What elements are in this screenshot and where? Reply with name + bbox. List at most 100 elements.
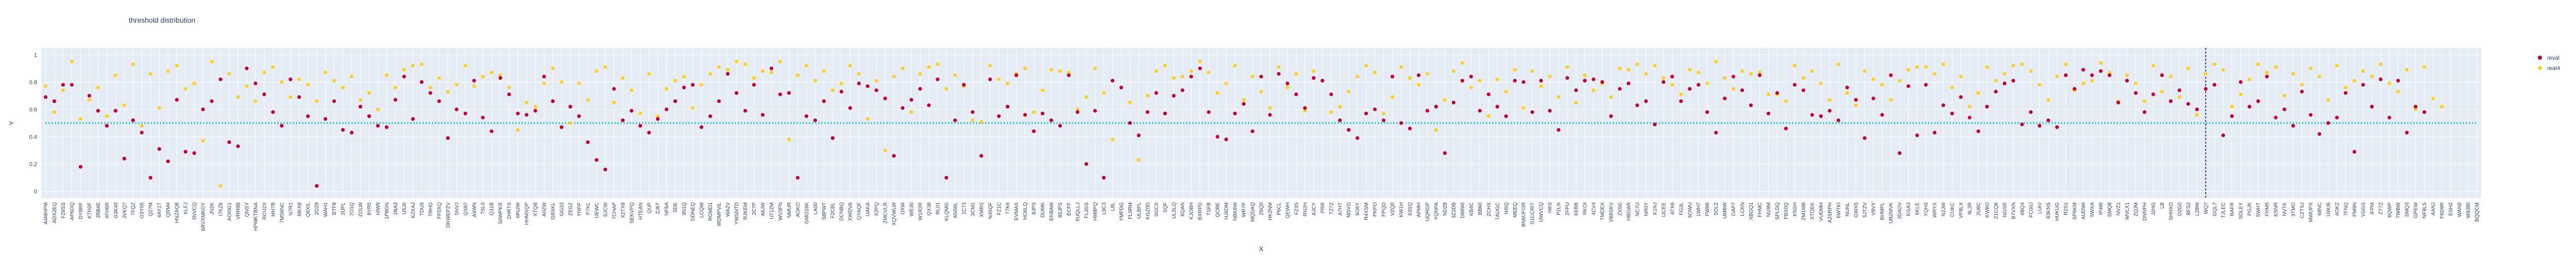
data-point-reat4 xyxy=(1259,90,1263,94)
y-tick-label: 1 xyxy=(34,52,37,58)
x-tick-label: NU9M xyxy=(1766,202,1772,217)
data-point-reat4 xyxy=(1723,76,1727,80)
data-point-reval xyxy=(1460,79,1465,83)
x-tick-label: HPMKTBNA xyxy=(253,202,259,231)
data-point-reat4 xyxy=(358,98,363,102)
x-tick-label: SDLEY xyxy=(2239,202,2244,219)
data-point-reval xyxy=(874,88,878,92)
data-point-reval xyxy=(78,165,82,169)
x-tick-label: JN2K xyxy=(210,202,215,215)
data-point-reat4 xyxy=(1504,90,1508,94)
data-point-reat4 xyxy=(507,85,511,90)
x-tick-label: OAP7 xyxy=(1731,202,1737,216)
data-point-reat4 xyxy=(1784,99,1788,103)
x-tick-label: U5J0 xyxy=(402,202,408,215)
data-point-reat4 xyxy=(2038,83,2042,87)
data-point-reat4 xyxy=(927,65,931,69)
data-point-reval xyxy=(341,128,345,132)
data-point-reat4 xyxy=(1006,81,1010,85)
data-point-reval xyxy=(2352,150,2357,154)
x-tick-label: GQL7 xyxy=(2212,202,2218,216)
x-tick-label: ZMCVLR xyxy=(883,202,889,223)
data-point-reat4 xyxy=(1154,69,1158,73)
x-tick-label: ZM1MB xyxy=(1801,202,1807,220)
x-tick-label: ZT7Z xyxy=(2378,202,2384,215)
data-point-reat4 xyxy=(1924,65,1928,69)
x-tick-label: BB60 xyxy=(1478,202,1483,215)
data-point-reval xyxy=(577,114,581,118)
y-tick-label: 0.4 xyxy=(29,134,37,141)
data-point-reval xyxy=(175,98,179,102)
data-point-reval xyxy=(630,109,634,113)
x-tick-label: LA00 xyxy=(813,202,819,215)
x-tick-label: MEEQ xyxy=(1513,202,1518,218)
x-tick-label: UEWC xyxy=(594,202,600,218)
data-point-reat4 xyxy=(2204,72,2208,76)
data-point-reval xyxy=(1609,114,1613,118)
x-tick-label: NGSR xyxy=(2002,202,2008,217)
x-tick-label: 6QAN xyxy=(1180,202,1186,216)
data-point-reat4 xyxy=(2370,75,2374,79)
data-point-reat4 xyxy=(2431,96,2435,100)
data-point-reat4 xyxy=(1041,88,1045,92)
data-point-reat4 xyxy=(1697,71,1701,75)
data-point-reval xyxy=(2116,100,2121,105)
data-point-reat4 xyxy=(1347,90,1351,94)
x-tick-label: VB8SKV xyxy=(1608,202,1614,222)
data-point-reval xyxy=(2414,105,2418,109)
x-tick-label: J2HG xyxy=(2151,202,2157,216)
x-tick-label: 4FH6R xyxy=(105,202,110,219)
data-point-reat4 xyxy=(1277,65,1281,69)
data-point-reval xyxy=(1119,85,1124,90)
data-point-reat4 xyxy=(918,72,922,76)
x-tick-label: YGGS xyxy=(2361,202,2366,217)
data-point-reat4 xyxy=(542,81,546,85)
data-point-reval xyxy=(498,76,502,80)
x-tick-label: 1P8GN xyxy=(384,202,390,219)
data-point-reat4 xyxy=(1591,88,1596,92)
x-tick-label: 6RVXMKOY xyxy=(201,202,207,231)
data-point-reat4 xyxy=(1312,69,1316,73)
data-point-reval xyxy=(866,84,870,88)
data-point-reval xyxy=(516,111,520,116)
x-tick-label: 6KLE xyxy=(1915,202,1921,215)
data-point-reat4 xyxy=(1224,81,1228,85)
data-point-reval xyxy=(848,106,852,110)
data-point-reat4 xyxy=(795,73,800,77)
data-point-reval xyxy=(1058,124,1062,128)
data-point-reat4 xyxy=(1329,110,1333,114)
x-tick-label: TZ7Z xyxy=(1329,202,1334,215)
x-tick-label: LWH7 xyxy=(1696,202,1702,216)
data-point-reval xyxy=(1740,88,1744,92)
x-tick-label: KLFJ xyxy=(183,202,189,214)
data-point-reat4 xyxy=(1399,65,1403,69)
data-point-reval xyxy=(909,98,913,102)
data-point-reval xyxy=(1084,162,1089,166)
x-tick-label: NUNL xyxy=(1845,202,1851,217)
data-point-reval xyxy=(297,95,301,99)
x-tick-label: QX87 xyxy=(463,202,469,216)
data-point-reval xyxy=(1548,109,1552,113)
data-point-reat4 xyxy=(2326,98,2330,102)
data-point-reat4 xyxy=(1513,67,1517,72)
data-point-reat4 xyxy=(2098,61,2103,65)
x-tick-label: NVTK xyxy=(2282,202,2288,216)
x-tick-label: 2UPL xyxy=(341,202,346,215)
data-point-reat4 xyxy=(577,81,581,85)
x-tick-label: S1CCRIT xyxy=(1530,202,1536,224)
data-point-reval xyxy=(1862,136,1867,140)
x-tick-label: WRYX xyxy=(1933,202,1938,218)
x-tick-label: ECFF xyxy=(1066,202,1072,216)
x-tick-label: PKPO xyxy=(1372,202,1378,217)
x-tick-label: SJCW xyxy=(603,202,608,217)
data-point-reval xyxy=(1906,84,1910,88)
data-point-reval xyxy=(1985,105,1989,109)
x-tick-label: AOI0G1 xyxy=(227,202,232,221)
data-point-reval xyxy=(227,140,231,144)
data-point-reat4 xyxy=(384,73,389,77)
data-point-reval xyxy=(778,92,782,96)
data-point-reat4 xyxy=(367,91,371,95)
x-tick-label: 2C7P xyxy=(752,202,757,215)
data-point-reat4 xyxy=(2020,62,2024,66)
